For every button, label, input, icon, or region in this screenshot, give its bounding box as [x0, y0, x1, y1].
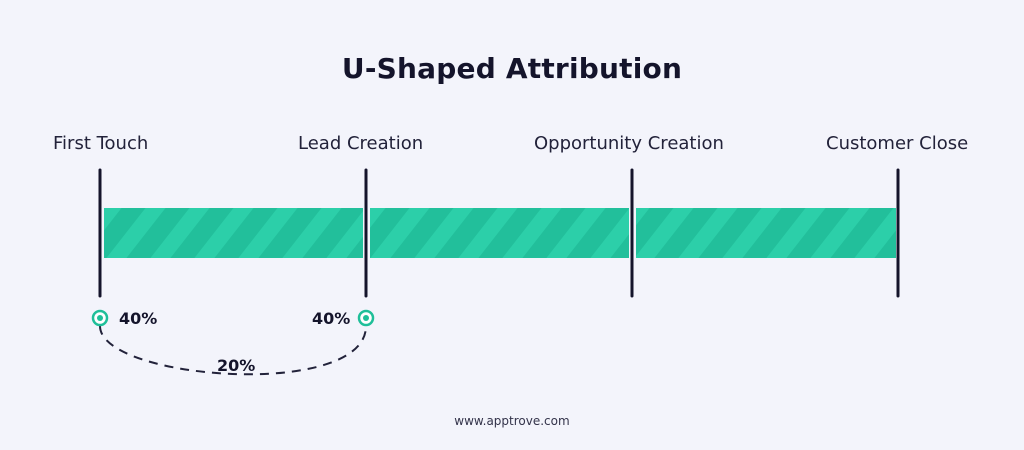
footer-url: www.apptrove.com [454, 414, 570, 428]
credit-middle: 20% [217, 356, 256, 375]
timeline-segment-3 [636, 208, 896, 258]
stage-label-lead-creation: Lead Creation [298, 133, 424, 154]
timeline-segment-1 [104, 208, 363, 258]
credit-lead-creation: 40% [312, 309, 351, 328]
stage-label-customer-close: Customer Close [826, 133, 969, 154]
touchpoint-marker-lead-creation [357, 309, 375, 327]
timeline-segment-2 [370, 208, 629, 258]
u-shape-dashed-arc [99, 325, 367, 376]
stage-label-first-touch: First Touch [53, 133, 149, 154]
stage-label-opportunity-creation: Opportunity Creation [534, 133, 724, 154]
credit-first-touch: 40% [119, 309, 158, 328]
touchpoint-marker-first-touch [91, 309, 109, 327]
diagram-title: U-Shaped Attribution [341, 52, 683, 85]
